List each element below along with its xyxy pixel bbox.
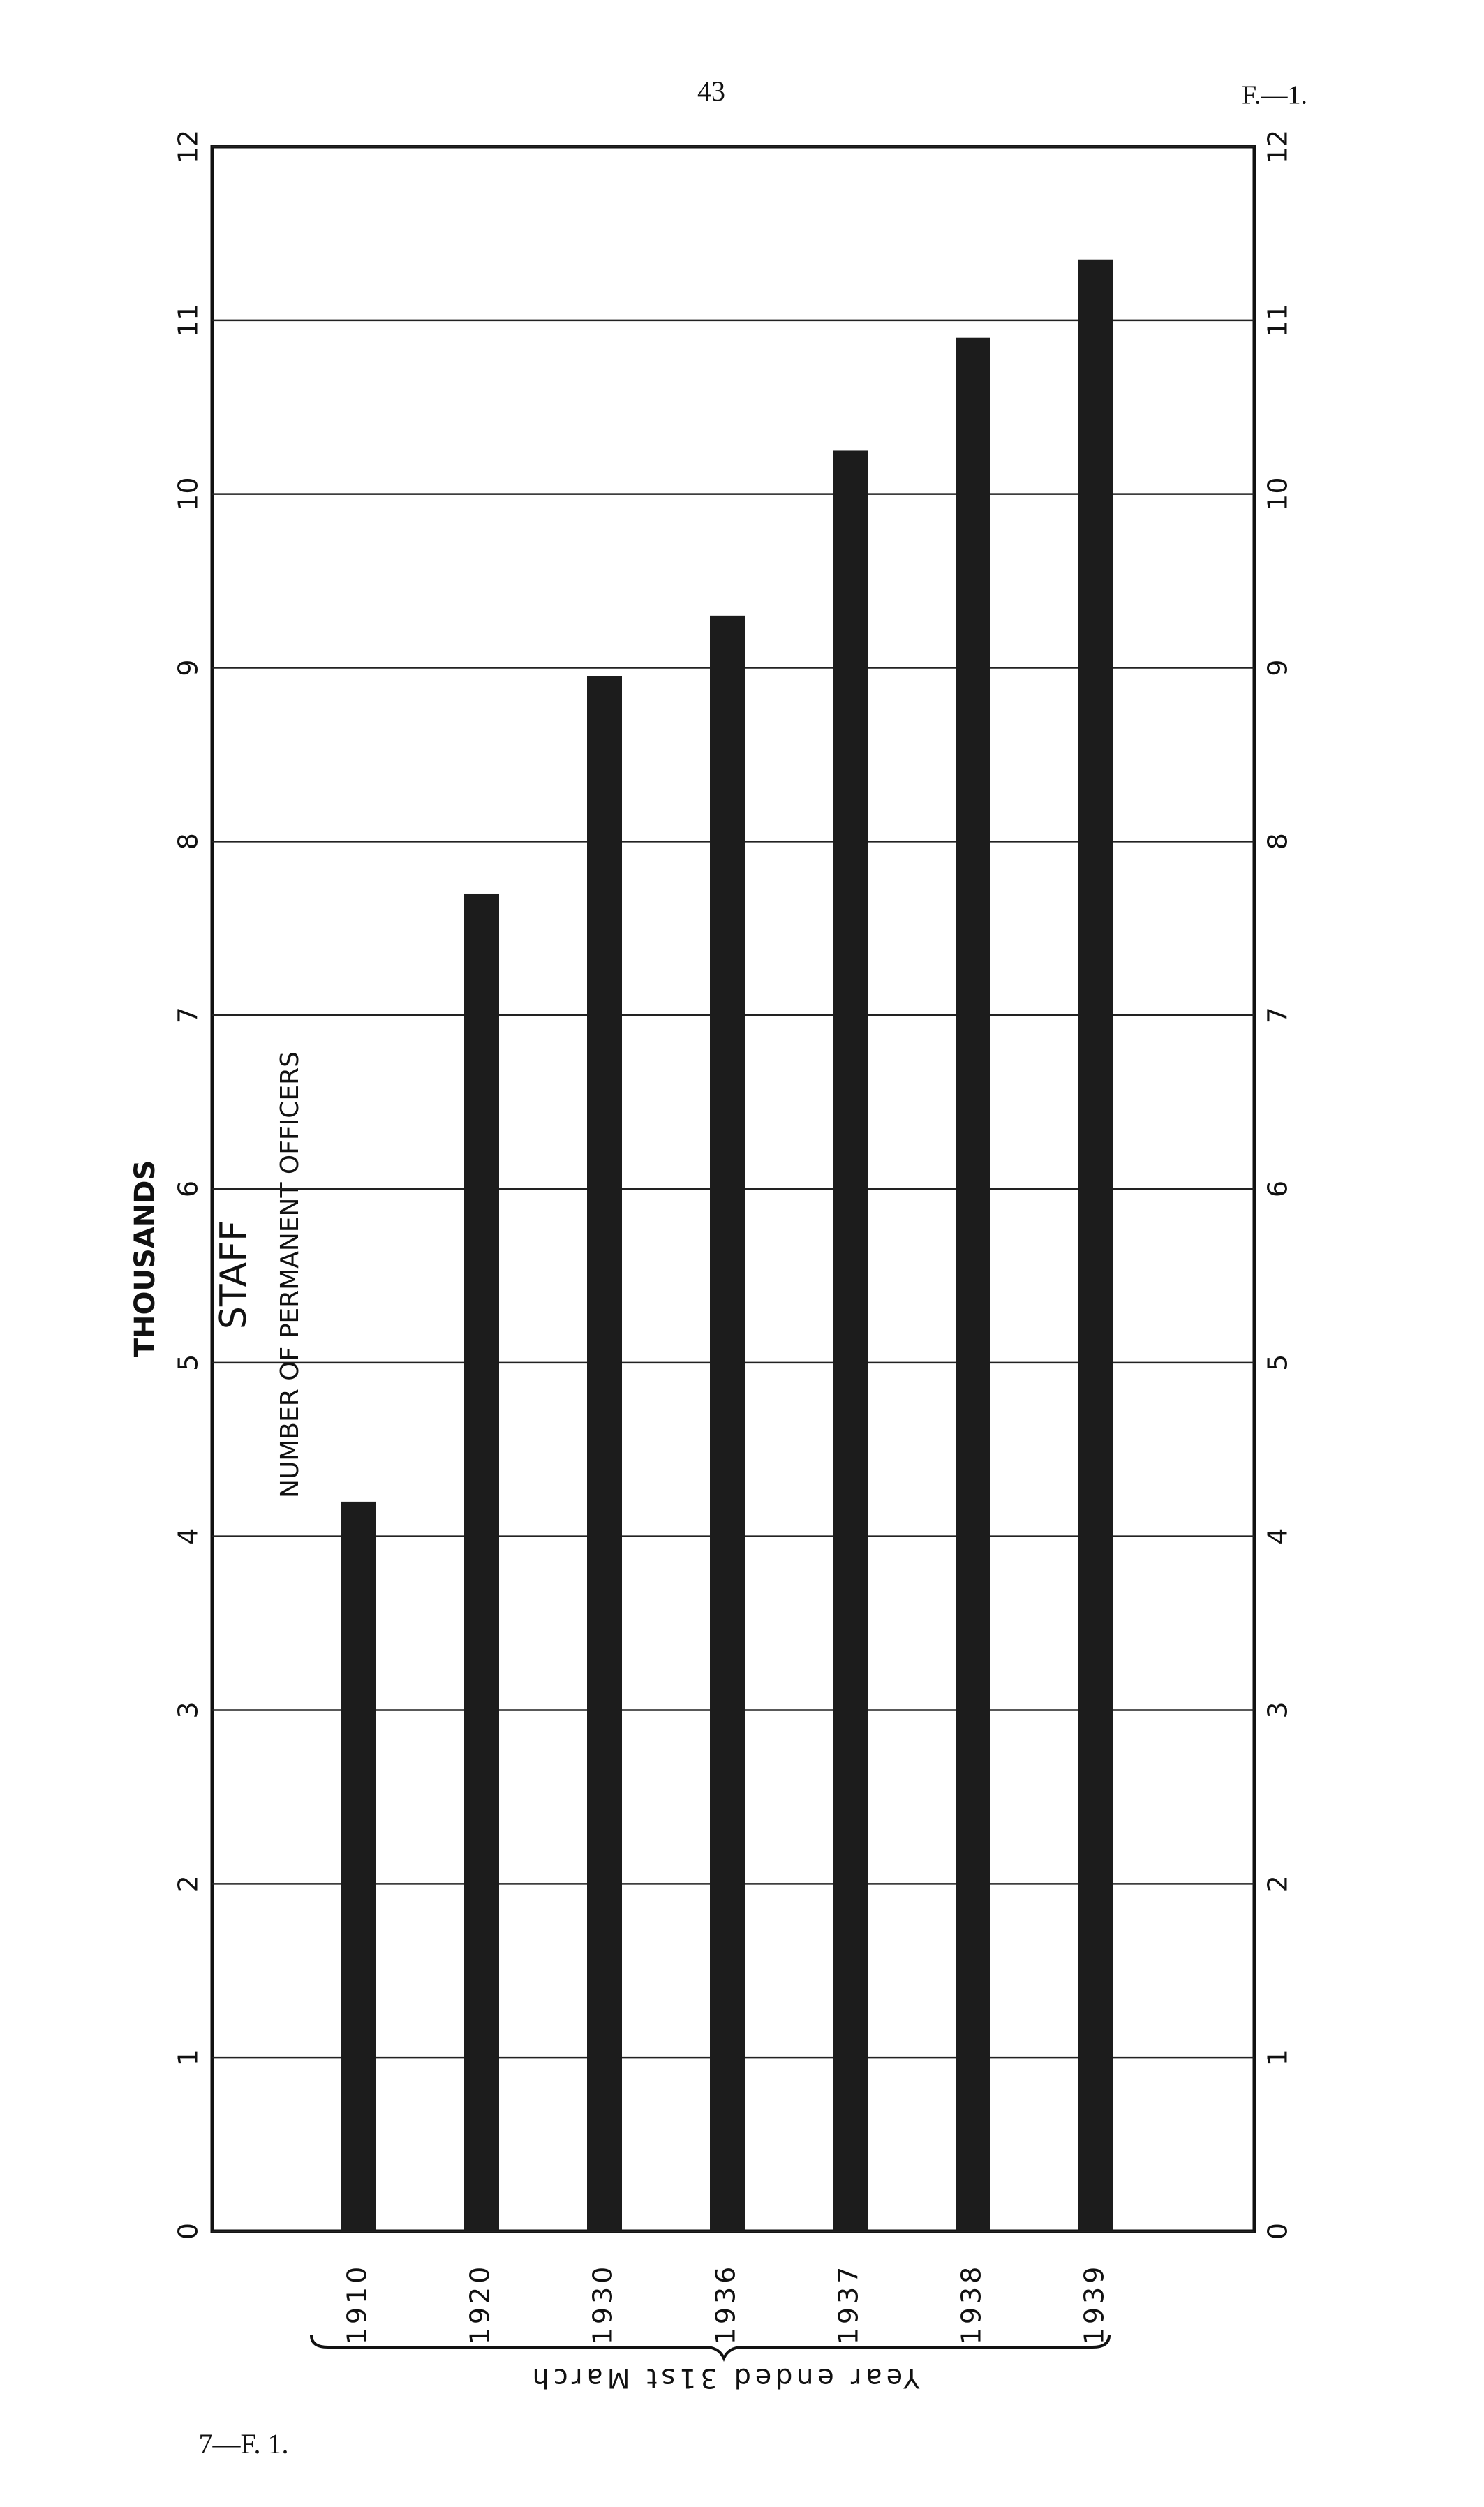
chart-subtitle: NUMBER OF PERMANENT OFFICERS	[276, 1051, 304, 1498]
y-tick-label: 0	[173, 2223, 204, 2240]
y-tick-label: 10	[173, 477, 204, 510]
bar	[833, 450, 868, 2232]
y2-tick-label: 8	[1263, 833, 1293, 850]
x-tick-label: 1920	[465, 2263, 496, 2345]
x-tick-label: 1930	[588, 2263, 618, 2345]
y2-tick-label: 7	[1263, 1007, 1293, 1023]
y2-tick-label: 9	[1263, 659, 1293, 676]
y-tick-label: 2	[173, 1875, 204, 1892]
y-tick-label: 8	[173, 833, 204, 850]
bar	[710, 615, 745, 2231]
y-tick-label: 5	[173, 1354, 204, 1371]
y2-tick-label: 11	[1263, 304, 1293, 337]
bar	[341, 1501, 376, 2231]
y-tick-label: 7	[173, 1007, 204, 1023]
page-number: 43	[697, 75, 725, 107]
y-tick-label: 11	[173, 304, 204, 337]
y2-tick-label: 1	[1263, 2049, 1293, 2066]
x-tick-label: 1936	[711, 2263, 741, 2345]
x-axis-label: Year ended 31st March	[528, 2363, 921, 2394]
x-tick-label: 1938	[956, 2263, 987, 2345]
y2-tick-label: 2	[1263, 1875, 1293, 1892]
bar	[587, 676, 622, 2231]
y2-tick-label: 3	[1263, 1701, 1293, 1718]
y-tick-label: 3	[173, 1701, 204, 1718]
x-tick-label: 1939	[1079, 2263, 1110, 2345]
category-brace	[310, 2335, 1111, 2362]
y2-tick-label: 12	[1263, 130, 1293, 163]
y2-tick-label: 10	[1263, 477, 1293, 510]
x-tick-label: 1937	[833, 2263, 864, 2345]
y2-tick-label: 4	[1263, 1528, 1293, 1545]
x-tick-label: 1910	[342, 2263, 373, 2345]
y-tick-label: 6	[173, 1181, 204, 1197]
chart-title: STAFF	[213, 1220, 255, 1329]
y-tick-label: 9	[173, 659, 204, 676]
footer: 7—F. 1.	[198, 2428, 288, 2460]
y-tick-label: 1	[173, 2049, 204, 2066]
y2-tick-label: 6	[1263, 1181, 1293, 1197]
bar	[464, 893, 499, 2231]
y-tick-label: 12	[173, 130, 204, 163]
bar	[956, 337, 990, 2231]
y-tick-label: 4	[173, 1528, 204, 1545]
y2-tick-label: 0	[1263, 2223, 1293, 2240]
y-axis-label: THOUSANDS	[129, 1160, 161, 1358]
page-ref: F.—1.	[1242, 81, 1307, 110]
bar	[1078, 259, 1113, 2231]
y2-tick-label: 5	[1263, 1354, 1293, 1371]
